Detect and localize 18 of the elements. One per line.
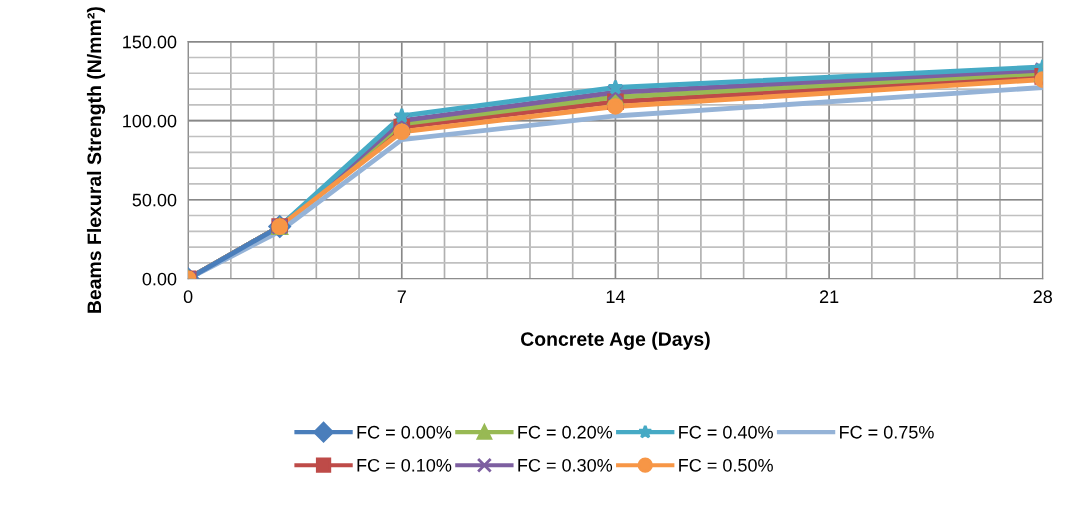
x-tick-label: 0 [183,290,193,304]
x-axis-title: Concrete Age (Days) [520,331,710,350]
x-tick-label: 14 [606,290,625,303]
legend-label: FC = 0.00% [357,425,452,439]
y-tick-label: 100.00 [123,114,177,128]
y-axis-title: Beams Flexural Strength (N/mm²) [86,7,106,313]
x-tick-label: 28 [1033,290,1053,304]
legend-label: FC = 0.40% [679,425,773,439]
legend-label: FC = 0.50% [679,458,773,472]
x-tick-label: 7 [397,290,406,303]
legend-label: FC = 0.75% [840,425,934,439]
y-tick-label: 50.00 [132,193,177,207]
y-tick-label: 0.00 [142,272,177,286]
legend-label: FC = 0.30% [518,458,613,472]
y-tick-label: 150.00 [123,35,177,49]
legend-label: FC = 0.20% [518,425,613,439]
x-tick-label: 21 [819,290,839,303]
legend-label: FC = 0.10% [357,458,452,472]
